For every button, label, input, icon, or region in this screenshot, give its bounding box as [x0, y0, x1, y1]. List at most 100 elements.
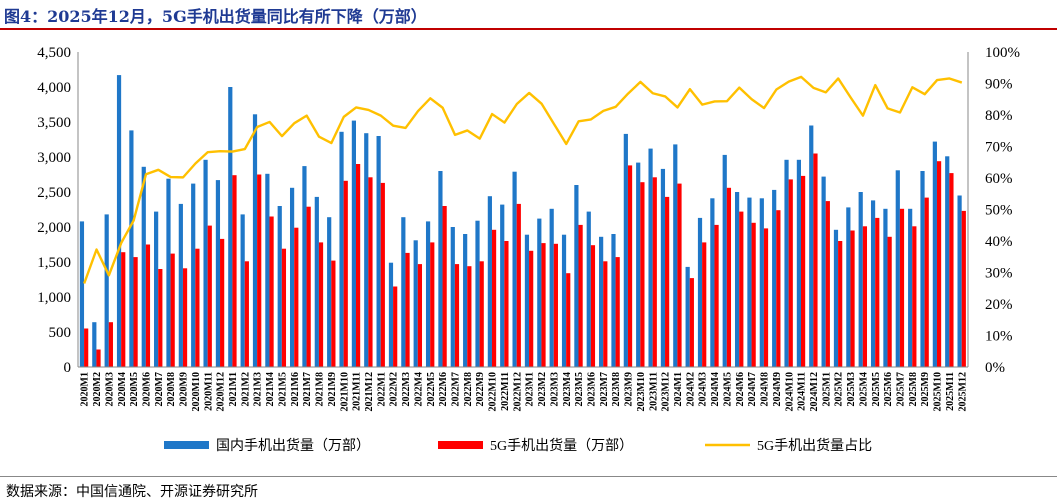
domestic-bar — [747, 197, 752, 367]
5g-bar — [702, 242, 707, 367]
domestic-bar — [191, 183, 196, 367]
5g-bar — [813, 153, 818, 367]
x-tick-label: 2021M6 — [290, 372, 301, 406]
x-tick-label: 2020M7 — [154, 372, 165, 406]
5g-bar — [442, 206, 447, 367]
domestic-bar — [240, 214, 245, 367]
x-tick-label: 2021M1 — [228, 372, 239, 406]
y-tick-label: 0 — [64, 360, 72, 376]
x-tick-label: 2024M6 — [735, 372, 746, 406]
5g-bar — [108, 322, 113, 367]
y2-tick-label: 100% — [985, 45, 1020, 61]
domestic-bar — [463, 234, 468, 367]
y-tick-label: 2,500 — [37, 185, 71, 201]
x-tick-label: 2020M5 — [129, 372, 140, 406]
5g-bar — [949, 173, 954, 367]
domestic-bar — [166, 178, 171, 367]
5g-bar — [368, 177, 373, 367]
x-tick-label: 2025M4 — [858, 372, 869, 406]
5g-bar — [430, 242, 435, 367]
y2-tick-label: 20% — [985, 297, 1013, 313]
y-tick-label: 4,500 — [37, 45, 71, 61]
legend: 国内手机出货量（万部） 5G手机出货量（万部） 5G手机出货量占比 — [164, 437, 872, 454]
x-tick-label: 2025M1 — [821, 372, 832, 406]
5g-bar — [615, 257, 620, 367]
x-tick-label: 2024M1 — [673, 372, 684, 406]
x-tick-label: 2024M11 — [797, 372, 808, 411]
x-tick-label: 2020M4 — [117, 372, 128, 406]
x-tick-label: 2023M6 — [586, 372, 597, 406]
x-tick-label: 2025M12 — [957, 372, 968, 411]
5g-bar — [578, 224, 583, 367]
x-tick-label: 2025M7 — [896, 372, 907, 406]
x-tick-label: 2025M6 — [883, 372, 894, 406]
5g-bar — [491, 229, 497, 367]
domestic-bar — [79, 221, 85, 367]
5g-bar — [640, 182, 645, 367]
5g-bar — [801, 175, 806, 367]
5g-bar — [516, 203, 521, 367]
domestic-bar — [129, 130, 134, 367]
x-tick-label: 2023M1 — [525, 372, 536, 406]
domestic-bar — [945, 156, 950, 367]
domestic-bar — [574, 185, 579, 367]
right-axis-ticks: 0% 10% 20% 30% 40% 50% 60% 70% 80% 90% 100% — [985, 45, 1020, 376]
5g-bar — [504, 241, 509, 367]
domestic-bar — [425, 221, 431, 367]
x-tick-label: 2024M9 — [772, 372, 783, 406]
x-tick-label: 2020M11 — [203, 372, 214, 411]
x-tick-label: 2021M4 — [265, 372, 276, 406]
domestic-bar — [339, 131, 344, 367]
5g-bar — [603, 261, 608, 367]
domestic-bar — [252, 114, 258, 367]
5g-bar — [269, 216, 274, 367]
x-tick-label: 2021M5 — [277, 372, 288, 406]
5g-bars — [84, 153, 966, 367]
5g-bar — [294, 227, 299, 367]
chart: 0 500 1,000 1,500 2,000 2,500 3,000 3,500 4,000 4… — [37, 45, 1020, 454]
domestic-bar — [500, 204, 505, 367]
x-tick-label: 2022M9 — [475, 372, 486, 406]
5g-bar — [380, 182, 385, 367]
x-tick-label: 2023M10 — [636, 372, 647, 411]
domestic-bar — [388, 262, 394, 367]
domestic-bar — [376, 136, 381, 367]
x-tick-label: 2025M8 — [908, 372, 919, 406]
y-tick-label: 500 — [49, 325, 72, 341]
x-tick-label: 2022M8 — [463, 372, 474, 406]
5g-bar — [405, 252, 410, 367]
x-tick-label: 2023M2 — [537, 372, 548, 406]
domestic-bar — [487, 196, 492, 367]
y2-tick-label: 50% — [985, 203, 1013, 219]
domestic-bar — [154, 211, 159, 367]
5g-bar — [862, 226, 868, 367]
5g-bar — [393, 286, 398, 367]
domestic-bar — [908, 208, 913, 367]
5g-bar — [244, 261, 249, 367]
y2-tick-label: 0% — [985, 360, 1005, 376]
x-tick-label: 2022M5 — [426, 372, 437, 406]
x-tick-label: 2022M7 — [451, 372, 462, 406]
legend-item-domestic: 国内手机出货量（万部） — [164, 437, 370, 454]
5g-bar — [739, 211, 744, 367]
x-tick-label: 2025M9 — [920, 372, 931, 406]
legend-swatch-5g — [438, 441, 483, 449]
x-tick-label: 2025M5 — [871, 372, 882, 406]
5g-bar — [899, 208, 905, 367]
y-tick-label: 1,500 — [37, 255, 71, 271]
x-tick-label: 2021M9 — [327, 372, 338, 406]
domestic-bar — [796, 159, 801, 367]
x-tick-label: 2022M2 — [389, 372, 400, 406]
source-note: 数据来源：中国信通院、开源证券研究所 — [6, 484, 258, 500]
x-tick-label: 2022M4 — [413, 372, 424, 406]
domestic-bar — [141, 166, 146, 367]
5g-bar — [763, 228, 769, 367]
x-axis-ticks: 2020M1 2020M2 2020M3 2020M4 2020M5 2020M6 2020… — [80, 372, 969, 411]
x-tick-label: 2022M11 — [500, 372, 511, 411]
domestic-bar — [413, 240, 418, 367]
axes — [77, 52, 969, 368]
5g-bar — [331, 260, 336, 367]
domestic-bar — [438, 171, 443, 367]
x-tick-label: 2022M1 — [376, 372, 387, 406]
domestic-bar — [784, 159, 789, 367]
